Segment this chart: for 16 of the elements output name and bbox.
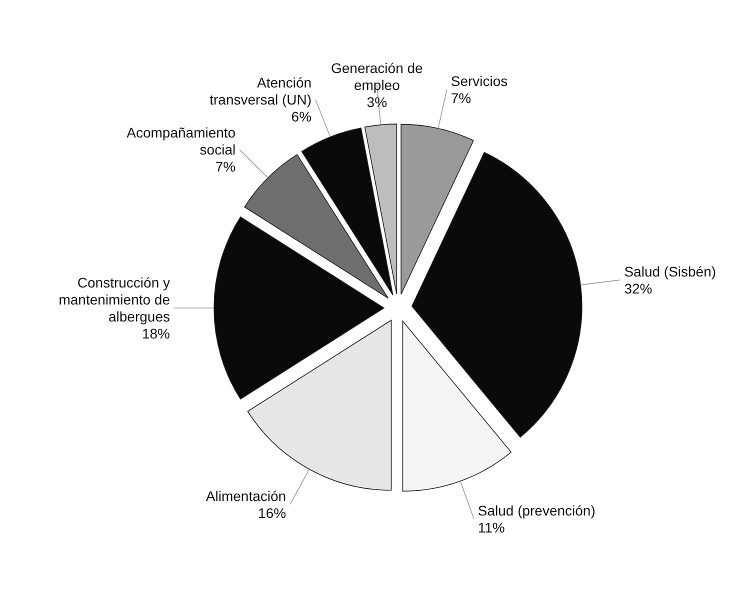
data-label: 6% (291, 108, 312, 125)
data-label: 7% (450, 90, 472, 106)
slice-label: Generación de empleo (331, 60, 424, 93)
data-label: 16% (258, 504, 286, 521)
slice-label: Atención transversal (UN) (210, 74, 312, 108)
slice-label: Construcción y mantenimiento de albergues (58, 274, 170, 324)
data-label: 3% (366, 94, 388, 110)
data-label: 18% (142, 326, 170, 342)
slice-label: Salud (prevención) (478, 502, 596, 518)
data-label: 32% (624, 280, 652, 296)
slice-label: Salud (Sisbén) (624, 263, 716, 280)
slice-label: Alimentación (206, 488, 286, 504)
slice-label: Acompañamiento social (126, 124, 236, 158)
data-label: 11% (478, 519, 505, 536)
data-label: 7% (215, 158, 236, 175)
slice-label: Servicios (450, 72, 508, 89)
